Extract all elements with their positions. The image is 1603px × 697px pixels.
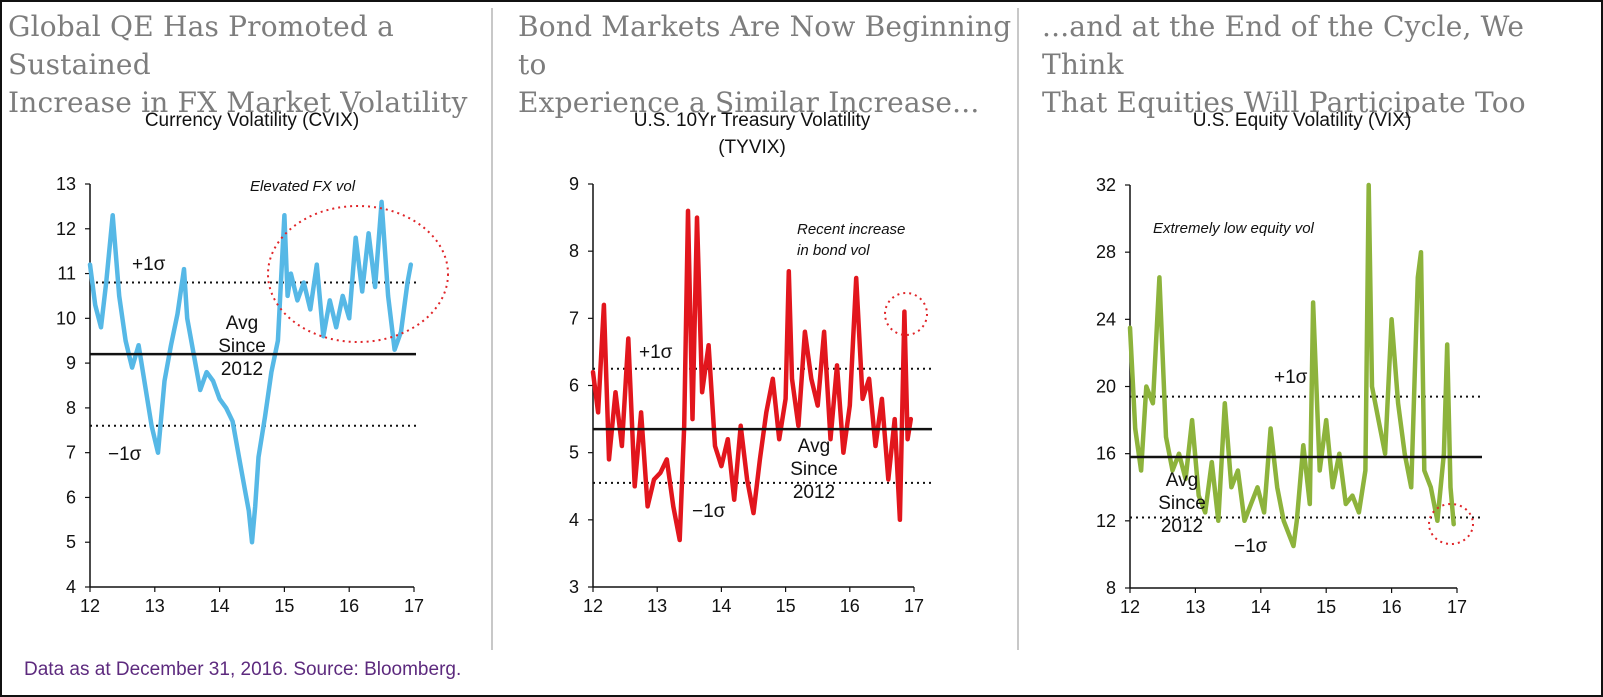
x-tick-label: 13 bbox=[1185, 597, 1205, 617]
y-tick-label: 6 bbox=[66, 487, 76, 507]
avg-since-label: Avg bbox=[1166, 470, 1198, 491]
chart-title-line: (TYVIX) bbox=[718, 137, 786, 158]
x-tick-label: 12 bbox=[1120, 597, 1140, 617]
y-tick-label: 24 bbox=[1096, 309, 1116, 329]
minus-sigma-label: −1σ bbox=[1234, 536, 1268, 557]
minus-sigma-label: −1σ bbox=[108, 444, 142, 465]
y-tick-label: 9 bbox=[569, 174, 579, 194]
chart-title-cvix: Currency Volatility (CVIX) bbox=[82, 107, 422, 134]
highlight-circle bbox=[884, 292, 928, 336]
avg-since-label: Since bbox=[1158, 493, 1206, 514]
heading-line: ...and at the End of the Cycle, We Think bbox=[1042, 10, 1525, 81]
y-tick-label: 4 bbox=[66, 577, 76, 597]
y-tick-label: 10 bbox=[56, 308, 76, 328]
avg-since-label: Avg bbox=[798, 436, 830, 457]
y-tick-label: 11 bbox=[57, 264, 76, 284]
x-tick-label: 14 bbox=[210, 596, 230, 616]
y-tick-label: 12 bbox=[1096, 511, 1116, 531]
y-tick-label: 3 bbox=[569, 577, 579, 597]
panel-heading-fx: Global QE Has Promoted a Sustained Incre… bbox=[8, 8, 508, 122]
footer-source-note: Data as at December 31, 2016. Source: Bl… bbox=[24, 659, 462, 680]
plus-sigma-label: +1σ bbox=[639, 342, 673, 363]
x-tick-label: 13 bbox=[145, 596, 165, 616]
chart-title-vix: U.S. Equity Volatility (VIX) bbox=[1132, 107, 1472, 134]
avg-since-label: Since bbox=[790, 459, 838, 480]
y-tick-label: 13 bbox=[56, 174, 76, 194]
avg-since-label: Avg bbox=[226, 313, 258, 334]
avg-since-label: 2012 bbox=[793, 482, 835, 503]
callout-label: in bond vol bbox=[797, 242, 870, 259]
x-tick-label: 15 bbox=[274, 596, 294, 616]
avg-since-label: 2012 bbox=[221, 359, 263, 380]
y-tick-label: 12 bbox=[56, 219, 76, 239]
x-tick-label: 17 bbox=[1447, 597, 1467, 617]
x-tick-label: 17 bbox=[904, 596, 924, 616]
x-tick-label: 12 bbox=[80, 596, 100, 616]
y-tick-label: 5 bbox=[569, 443, 579, 463]
callout-label: Extremely low equity vol bbox=[1153, 220, 1315, 237]
chart-title-line: Currency Volatility (CVIX) bbox=[144, 110, 360, 131]
y-tick-label: 4 bbox=[569, 510, 579, 530]
avg-since-label: Since bbox=[218, 336, 266, 357]
panel-heading-equities: ...and at the End of the Cycle, We Think… bbox=[1042, 8, 1601, 122]
panel-divider bbox=[491, 8, 493, 650]
x-tick-label: 15 bbox=[776, 596, 796, 616]
x-tick-label: 16 bbox=[840, 596, 860, 616]
chart-title-line: U.S. 10Yr Treasury Volatility bbox=[633, 110, 871, 131]
panel-heading-bonds: Bond Markets Are Now Beginning to Experi… bbox=[518, 8, 1018, 122]
heading-line: Bond Markets Are Now Beginning to bbox=[518, 10, 1012, 81]
y-tick-label: 8 bbox=[66, 398, 76, 418]
x-tick-label: 14 bbox=[1251, 597, 1271, 617]
heading-line: Increase in FX Market Volatility bbox=[8, 86, 468, 119]
avg-since-label: 2012 bbox=[1161, 516, 1203, 537]
highlight-circle bbox=[1428, 503, 1474, 545]
chart-title-tyvix: U.S. 10Yr Treasury Volatility (TYVIX) bbox=[582, 107, 922, 161]
y-tick-label: 7 bbox=[66, 443, 76, 463]
panel-divider bbox=[1017, 8, 1019, 650]
y-tick-label: 28 bbox=[1096, 242, 1116, 262]
y-tick-label: 7 bbox=[569, 308, 579, 328]
x-tick-label: 14 bbox=[711, 596, 731, 616]
y-tick-label: 20 bbox=[1096, 377, 1116, 397]
y-tick-label: 8 bbox=[1106, 578, 1116, 598]
x-tick-label: 17 bbox=[404, 596, 424, 616]
y-tick-label: 9 bbox=[66, 353, 76, 373]
x-tick-label: 16 bbox=[1382, 597, 1402, 617]
heading-line: That Equities Will Participate Too bbox=[1042, 86, 1526, 119]
chart-title-line: U.S. Equity Volatility (VIX) bbox=[1192, 110, 1412, 131]
plus-sigma-label: +1σ bbox=[1274, 367, 1308, 388]
series-line bbox=[1127, 182, 1456, 549]
x-tick-label: 13 bbox=[647, 596, 667, 616]
series-line bbox=[87, 199, 414, 545]
x-tick-label: 16 bbox=[339, 596, 359, 616]
heading-line: Experience a Similar Increase... bbox=[518, 86, 980, 119]
y-tick-label: 32 bbox=[1096, 175, 1116, 195]
highlight-circle bbox=[267, 205, 449, 343]
heading-line: Global QE Has Promoted a Sustained bbox=[8, 10, 394, 81]
series-line bbox=[590, 208, 914, 543]
y-tick-label: 8 bbox=[569, 241, 579, 261]
plus-sigma-label: +1σ bbox=[132, 254, 166, 275]
y-tick-label: 5 bbox=[66, 532, 76, 552]
x-tick-label: 15 bbox=[1316, 597, 1336, 617]
x-tick-label: 12 bbox=[583, 596, 603, 616]
minus-sigma-label: −1σ bbox=[692, 501, 726, 522]
y-tick-label: 6 bbox=[569, 376, 579, 396]
callout-label: Elevated FX vol bbox=[250, 178, 356, 195]
y-tick-label: 16 bbox=[1096, 444, 1116, 464]
callout-label: Recent increase bbox=[797, 221, 905, 238]
